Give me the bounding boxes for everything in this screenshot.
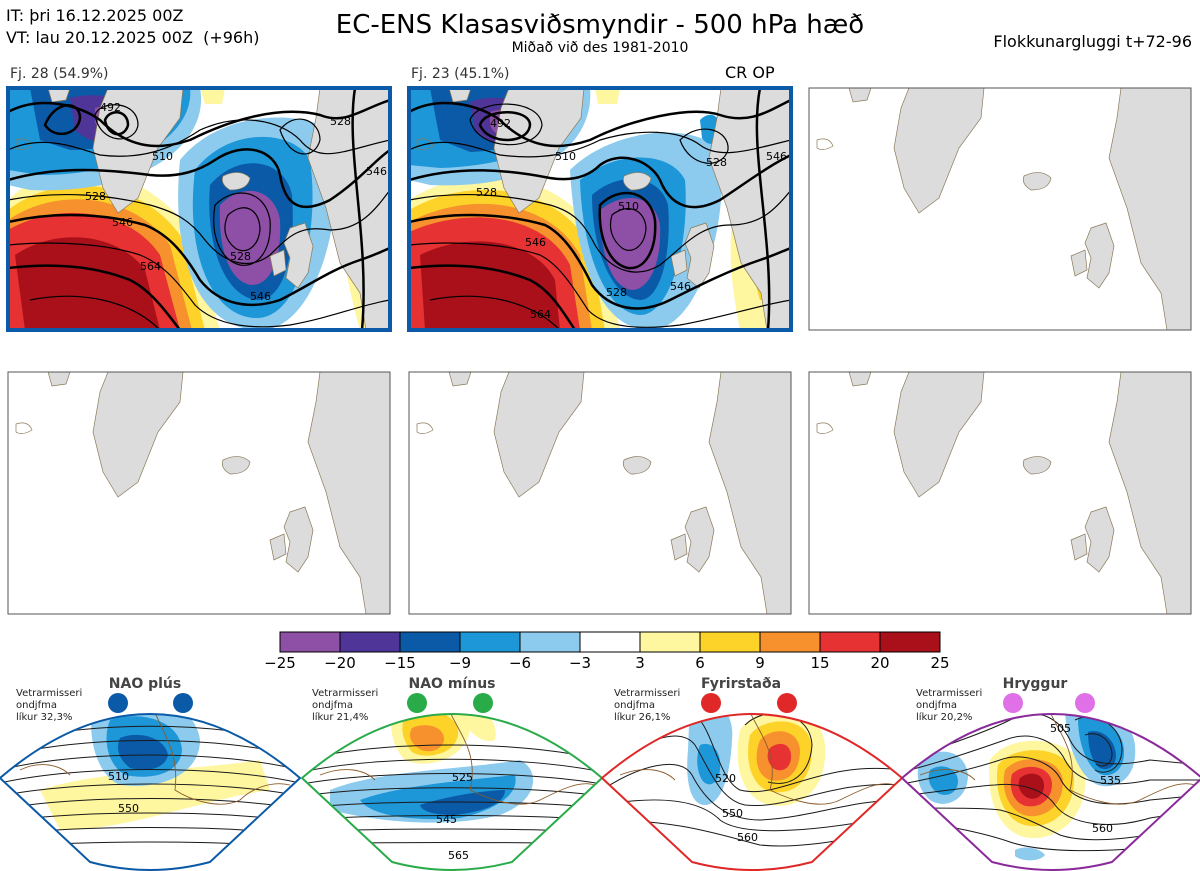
cluster-1-label: Fj. 28 (54.9%) xyxy=(10,66,109,82)
contour-label: 546 xyxy=(112,216,133,229)
contour-label: 546 xyxy=(670,280,691,293)
colorbar-swatch xyxy=(879,631,941,653)
cluster-2-height-contours xyxy=(409,88,791,330)
classification-window: Flokkunargluggi t+72-96 xyxy=(993,32,1192,51)
colorbar-swatch xyxy=(699,631,761,653)
colorbar-swatch xyxy=(339,631,401,653)
colorbar-tick-label: 25 xyxy=(930,654,950,672)
contour-label: 564 xyxy=(140,260,161,273)
contour-label: 528 xyxy=(85,190,106,203)
cluster-1-contour-labels: 492 510 528 546 564 528 546 528 546 xyxy=(85,101,387,303)
note-line: líkur 21,4% xyxy=(312,712,369,723)
cluster-1-map: 492 510 528 546 564 528 546 528 546 xyxy=(6,86,392,332)
regime-note-blocking: Vetrarmisseri ondjfma líkur 26,1% xyxy=(614,688,680,724)
cluster-2-map: 492 510 528 546 564 510 528 546 528 546 xyxy=(407,86,793,332)
regime-contour-label: 545 xyxy=(436,813,457,826)
regime-contour-label: 510 xyxy=(108,770,129,783)
colorbar-tick-label: 6 xyxy=(695,654,705,672)
contour-label: 546 xyxy=(766,150,787,163)
colorbar-tick-label: 3 xyxy=(635,654,645,672)
contour-label: 510 xyxy=(555,150,576,163)
regime-note-nao-minus: Vetrarmisseri ondjfma líkur 21,4% xyxy=(312,688,378,724)
regime-title-nao-plus: NAO plús xyxy=(108,676,182,692)
contour-label: 528 xyxy=(476,186,497,199)
regime-contour-label: 535 xyxy=(1100,774,1121,787)
note-line: ondjfma xyxy=(312,700,353,711)
contour-label: 546 xyxy=(250,290,271,303)
regime-contour-label: 525 xyxy=(452,771,473,784)
regime-contour-label: 560 xyxy=(737,831,758,844)
cluster-1-height-contours xyxy=(8,88,390,330)
colorbar-tick-label: −20 xyxy=(324,654,356,672)
contour-label: 564 xyxy=(530,308,551,321)
colorbar-swatch xyxy=(279,631,341,653)
it-line: IT: þri 16.12.2025 00Z xyxy=(6,6,184,25)
regime-title-blocking: Fyrirstaða xyxy=(700,676,782,692)
note-line: líkur 32,3% xyxy=(16,712,73,723)
colorbar-swatch xyxy=(819,631,881,653)
colorbar-tick-label: 9 xyxy=(755,654,765,672)
note-line: líkur 20,2% xyxy=(916,712,973,723)
note-line: Vetrarmisseri xyxy=(312,688,379,699)
colorbar-swatch xyxy=(519,631,581,653)
colorbar-swatch xyxy=(579,631,641,653)
contour-label: 528 xyxy=(706,156,727,169)
contour-label: 528 xyxy=(330,115,351,128)
colorbar-swatch xyxy=(459,631,521,653)
note-line: Vetrarmisseri xyxy=(614,688,681,699)
colorbar-swatch xyxy=(399,631,461,653)
colorbar-tick-label: −6 xyxy=(508,654,532,672)
colorbar-tick-label: −15 xyxy=(384,654,416,672)
colorbar-tick-label: −9 xyxy=(448,654,472,672)
note-line: ondjfma xyxy=(916,700,957,711)
colorbar-swatch xyxy=(759,631,821,653)
note-line: Vetrarmisseri xyxy=(16,688,83,699)
regime-contour-label: 520 xyxy=(715,772,736,785)
regime-note-ridge: Vetrarmisseri ondjfma líkur 20,2% xyxy=(916,688,982,724)
colorbar-tick-label: −3 xyxy=(568,654,592,672)
regime-note-nao-plus: Vetrarmisseri ondjfma líkur 32,3% xyxy=(16,688,82,724)
page-title: EC-ENS Klasasviðsmyndir - 500 hPa hæð xyxy=(335,10,865,40)
contour-label: 546 xyxy=(366,165,387,178)
vt-line: VT: lau 20.12.2025 00Z (+96h) xyxy=(6,28,260,47)
page-subtitle: Miðað við des 1981-2010 xyxy=(511,40,689,56)
contour-label: 510 xyxy=(618,200,639,213)
empty-panel-6 xyxy=(808,371,1192,615)
empty-panel-5 xyxy=(408,371,792,615)
regime-title-ridge: Hryggur xyxy=(1002,676,1068,692)
colorbar-tick-label: −25 xyxy=(264,654,296,672)
colorbar-tick-label: 20 xyxy=(870,654,890,672)
colorbar-tick-label: 15 xyxy=(810,654,830,672)
regime-title-nao-minus: NAO mínus xyxy=(408,676,496,692)
colorbar-swatch xyxy=(639,631,701,653)
empty-panel-4 xyxy=(7,371,391,615)
colorbar xyxy=(279,631,941,653)
note-line: ondjfma xyxy=(16,700,57,711)
header-info: IT: þri 16.12.2025 00Z VT: lau 20.12.202… xyxy=(6,5,260,49)
empty-panel-3 xyxy=(808,87,1192,331)
contour-label: 546 xyxy=(525,236,546,249)
regime-contour-label: 550 xyxy=(722,807,743,820)
contour-label: 492 xyxy=(100,101,121,114)
cluster-2-frame xyxy=(407,86,793,332)
regime-contour-label: 550 xyxy=(118,802,139,815)
contour-label: 510 xyxy=(152,150,173,163)
contour-label: 492 xyxy=(490,117,511,130)
cr-op-badge: CR OP xyxy=(725,63,775,82)
contour-label: 528 xyxy=(606,286,627,299)
cluster-2-contour-labels: 492 510 528 546 564 510 528 546 528 546 xyxy=(476,117,787,321)
regime-contour-label: 560 xyxy=(1092,822,1113,835)
contour-label: 528 xyxy=(230,250,251,263)
note-line: ondjfma xyxy=(614,700,655,711)
regime-contour-label: 565 xyxy=(448,849,469,862)
regime-contour-label: 505 xyxy=(1050,722,1071,735)
note-line: Vetrarmisseri xyxy=(916,688,983,699)
cluster-2-label: Fj. 23 (45.1%) xyxy=(411,66,510,82)
cluster-1-frame xyxy=(6,86,392,332)
note-line: líkur 26,1% xyxy=(614,712,671,723)
